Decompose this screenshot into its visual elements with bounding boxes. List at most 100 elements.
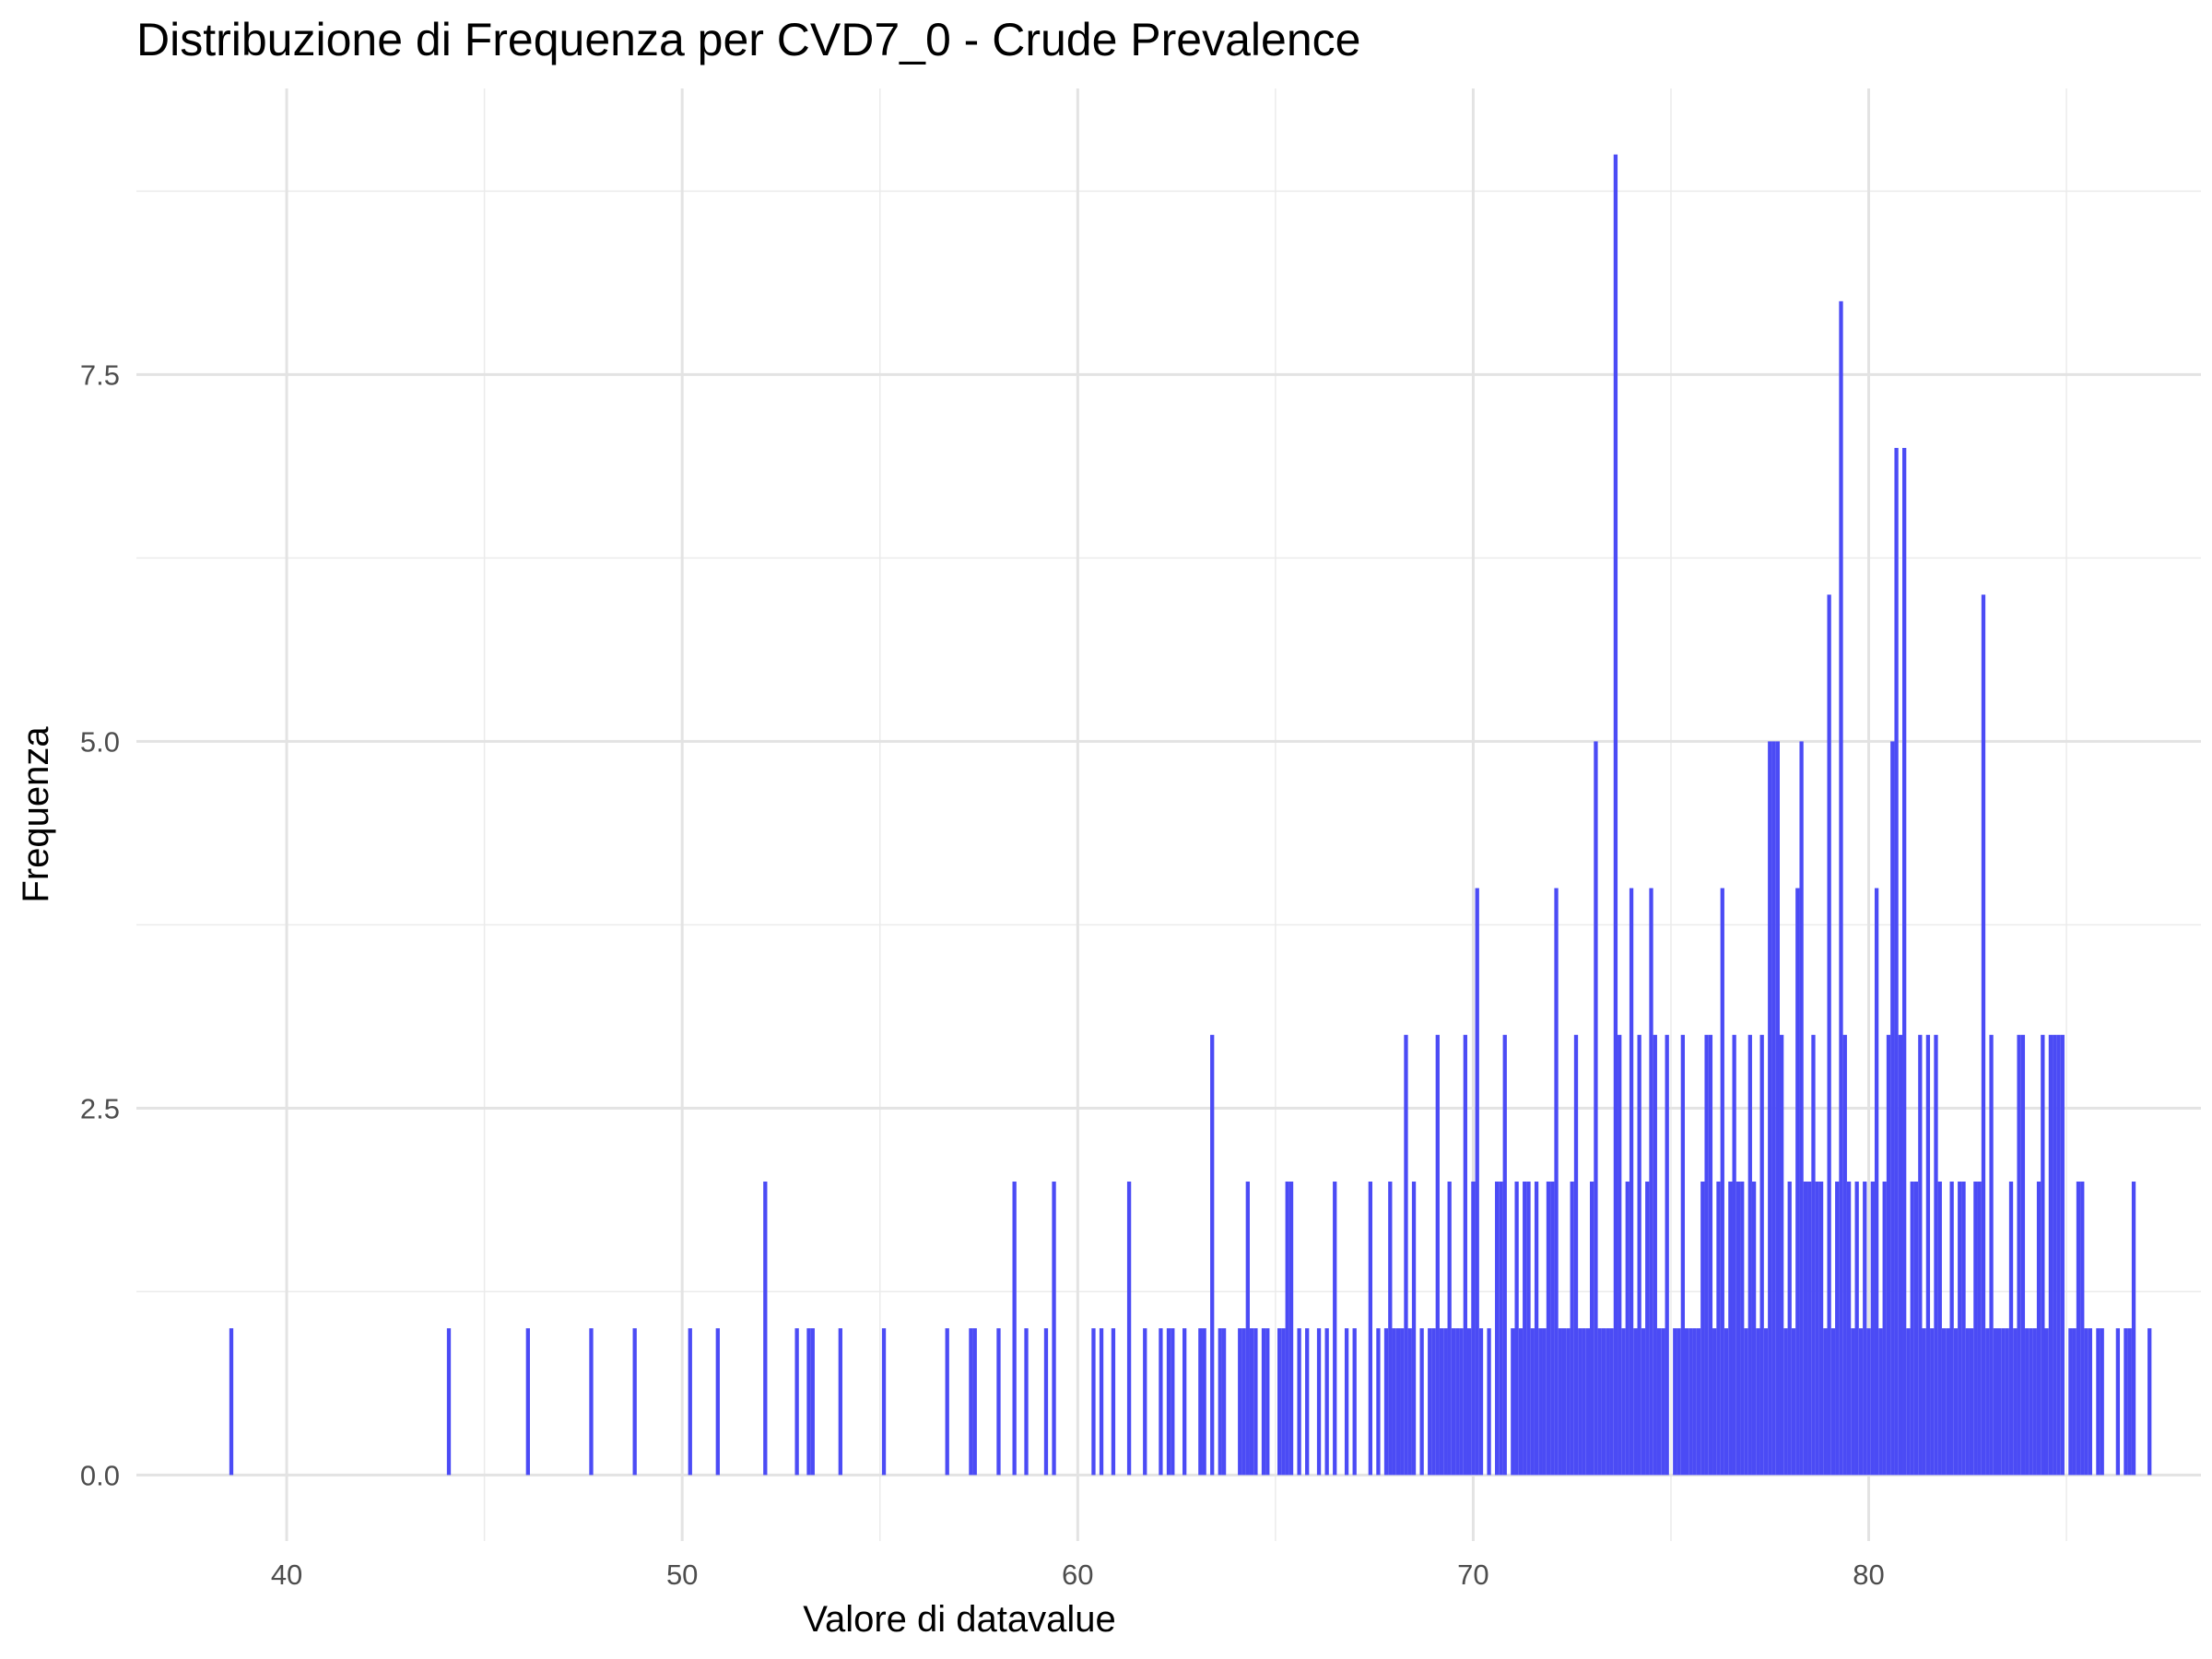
histogram-bar (1395, 1328, 1401, 1476)
histogram-bar (1870, 1181, 1875, 1476)
histogram-bar (794, 1328, 799, 1476)
histogram-bar (1965, 1328, 1970, 1476)
histogram-bar (1688, 1328, 1693, 1476)
histogram-bar (2084, 1328, 2088, 1476)
histogram-bar (1751, 1181, 1757, 1476)
histogram-bar (1763, 1328, 1769, 1476)
histogram-bar (1618, 1034, 1622, 1476)
histogram-bar (1606, 1328, 1610, 1476)
histogram-bar (1787, 1181, 1792, 1476)
histogram-bar (1285, 1181, 1289, 1476)
histogram-bar (2053, 1034, 2057, 1476)
histogram-bar (1818, 1181, 1824, 1476)
histogram-bar (1759, 1034, 1764, 1476)
histogram-bar (1143, 1328, 1147, 1476)
histogram-bar (2008, 1181, 2014, 1476)
histogram-bar (1439, 1328, 1444, 1476)
histogram-bar (1795, 888, 1800, 1476)
histogram-bar (1863, 1181, 1867, 1476)
histogram-bar (1566, 1328, 1571, 1476)
histogram-bar (632, 1328, 637, 1476)
histogram-bar (2056, 1034, 2061, 1476)
histogram-bar (1523, 1181, 1527, 1476)
histogram-bar (1466, 1328, 1472, 1476)
histogram-bar (1993, 1328, 1998, 1476)
histogram-bar (1126, 1181, 1132, 1476)
histogram-bar (2068, 1328, 2073, 1476)
histogram-bar (1487, 1328, 1491, 1476)
histogram-bar (1815, 1181, 1819, 1476)
histogram-bar (1981, 594, 1986, 1476)
histogram-bar (1625, 1181, 1630, 1476)
histogram-bar (688, 1328, 692, 1476)
histogram-bar (1740, 1181, 1745, 1476)
histogram-bar (2127, 1328, 2132, 1476)
histogram-bar (1550, 1181, 1555, 1476)
histogram-bar (1677, 1328, 1681, 1476)
histogram-bar (1922, 1328, 1926, 1476)
histogram-bar (838, 1328, 842, 1476)
histogram-bar (1953, 1328, 1959, 1476)
histogram-bar (1514, 1181, 1519, 1476)
histogram-bar (1989, 1034, 1994, 1476)
histogram-bar (2115, 1328, 2121, 1476)
histogram-bar (1882, 1181, 1887, 1476)
histogram-bar (1977, 1181, 1982, 1476)
histogram-bar (1411, 1181, 1417, 1476)
histogram-bar (1661, 1328, 1665, 1476)
histogram-bar (589, 1328, 594, 1476)
histogram-bar (1946, 1328, 1950, 1476)
histogram-bar (2044, 1328, 2049, 1476)
histogram-bar (1383, 1328, 1389, 1476)
histogram-bar (2005, 1328, 2009, 1476)
histogram-bar (1878, 1328, 1883, 1476)
histogram-bar (1407, 1328, 1412, 1476)
histogram-bar (2100, 1328, 2104, 1476)
histogram-bar (1656, 1328, 1662, 1476)
histogram-bar (1249, 1328, 1254, 1476)
histogram-bar (1561, 1328, 1567, 1476)
histogram-bar (446, 1328, 452, 1476)
histogram-bar (1775, 741, 1780, 1476)
histogram-bar (2020, 1034, 2026, 1476)
histogram-bar (1680, 1034, 1685, 1476)
histogram-bar (1471, 1181, 1476, 1476)
histogram-bar (1431, 1328, 1436, 1476)
x-tick-label: 50 (666, 1559, 698, 1591)
histogram-bar (2060, 1034, 2065, 1476)
histogram-bar (1744, 1328, 1748, 1476)
histogram-bar (1768, 741, 1772, 1476)
histogram-bar (1823, 1328, 1828, 1476)
histogram-bar (1511, 1328, 1515, 1476)
histogram-bar (1846, 1181, 1852, 1476)
histogram-bar (1218, 1328, 1222, 1476)
histogram-bar (1554, 888, 1559, 1476)
histogram-bar (1198, 1328, 1203, 1476)
histogram-bar (945, 1328, 949, 1476)
histogram-bar (1297, 1328, 1301, 1476)
histogram-bar (1839, 300, 1843, 1476)
y-tick-label: 2.5 (80, 1092, 120, 1124)
histogram-bar (1985, 1328, 1990, 1476)
histogram-bar (1997, 1328, 2002, 1476)
histogram-bar (1925, 1034, 1931, 1476)
histogram-bar (1435, 1034, 1440, 1476)
histogram-bar (1538, 1328, 1543, 1476)
histogram-bar (1530, 1328, 1535, 1476)
histogram-bar (881, 1328, 887, 1476)
histogram-bar (1732, 1034, 1736, 1476)
histogram-bar (1851, 1328, 1855, 1476)
histogram-bar (1854, 1181, 1859, 1476)
histogram-bar (1455, 1328, 1460, 1476)
histogram-bar (2088, 1328, 2092, 1476)
histogram-bar (1937, 1181, 1942, 1476)
histogram-bar (1803, 1181, 1808, 1476)
histogram-bar (2131, 1181, 2136, 1476)
histogram-bar (996, 1328, 1001, 1476)
histogram-bar (1930, 1328, 1935, 1476)
histogram-bar (1902, 448, 1907, 1476)
histogram-bar (1756, 1328, 1760, 1476)
x-axis-tick-labels: 40 50 60 70 80 (271, 1559, 1885, 1591)
histogram-bar (1735, 1181, 1741, 1476)
histogram-bar (1451, 1328, 1456, 1476)
